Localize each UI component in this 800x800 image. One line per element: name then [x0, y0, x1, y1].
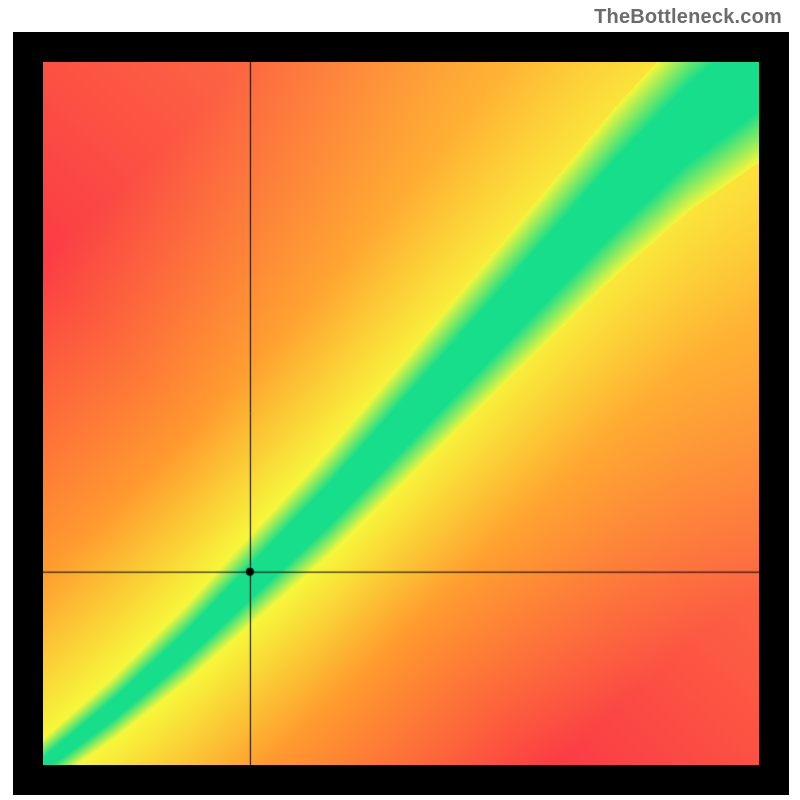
- heatmap-canvas: [43, 62, 759, 765]
- watermark-text: TheBottleneck.com: [594, 6, 782, 29]
- chart-container: TheBottleneck.com: [0, 0, 800, 800]
- plot-frame: [13, 32, 789, 795]
